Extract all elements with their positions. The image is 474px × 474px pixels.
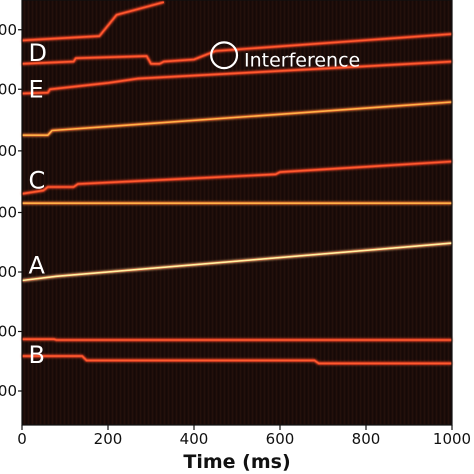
track-label-b: B — [28, 341, 44, 369]
y-tick-label: 000 — [0, 263, 17, 281]
tracks-layer — [21, 0, 453, 365]
track-d — [21, 33, 453, 65]
track-a — [21, 242, 453, 282]
x-tick-label: 0 — [17, 430, 27, 448]
track-label-a: A — [28, 252, 45, 280]
y-tick-label: 000 — [0, 323, 17, 341]
x-tick-label: 600 — [266, 430, 295, 448]
axes: 0 200 400 600 800 1000 000 000 000 000 000 000 000 — [0, 0, 471, 448]
annotation: Interference — [210, 41, 360, 71]
track-e — [21, 60, 453, 95]
track-label-d: D — [28, 39, 46, 67]
interference-label: Interference — [244, 49, 360, 71]
plot-background — [22, 0, 452, 425]
track-labels: DE C A B — [28, 39, 46, 369]
y-tick-label: 000 — [0, 142, 17, 160]
y-tick-label: 000 — [0, 80, 17, 98]
y-tick-label: 000 — [0, 204, 17, 222]
track-1 — [21, 1, 165, 42]
track-c — [21, 160, 453, 195]
track-4 — [22, 101, 453, 136]
interference-circle — [210, 41, 239, 70]
track-label-e: E — [28, 75, 43, 103]
track-label-c: C — [28, 167, 45, 195]
x-axis-label: Time (ms) — [183, 451, 290, 473]
x-tick-label: 1000 — [433, 430, 471, 448]
y-tick-label: 000 — [0, 21, 17, 39]
track-9 — [22, 355, 452, 365]
track-b — [22, 338, 452, 341]
x-tick-label: 400 — [180, 430, 209, 448]
y-tick-label: 000 — [0, 382, 17, 400]
x-tick-label: 200 — [94, 430, 123, 448]
x-tick-label: 800 — [352, 430, 381, 448]
